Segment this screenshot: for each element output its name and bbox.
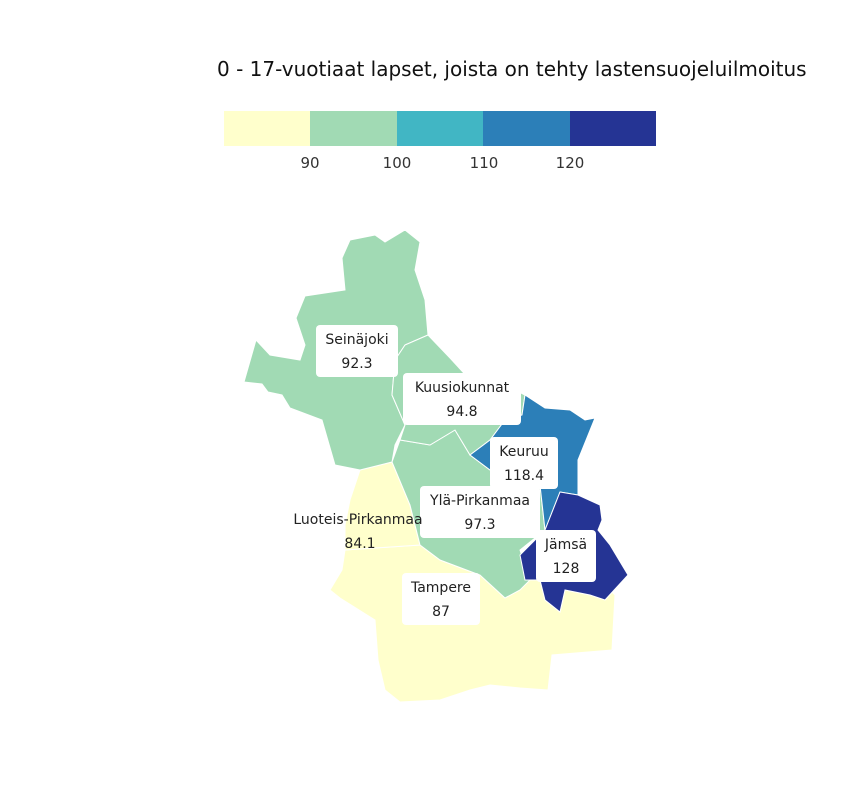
region-value: 84.1 [344, 536, 375, 552]
region-name: Luoteis-Pirkanmaa [293, 512, 422, 528]
legend-tick: 110 [469, 154, 499, 172]
region-name: Tampere [410, 580, 471, 596]
label-seinajoki: Seinäjoki 92.3 [316, 325, 398, 377]
legend-bin-4 [483, 111, 570, 146]
region-name: Seinäjoki [325, 332, 388, 348]
region-value: 118.4 [504, 468, 544, 484]
region-value: 92.3 [341, 356, 372, 372]
label-yla-pirkanmaa: Ylä-Pirkanmaa 97.3 [420, 486, 540, 538]
legend-tick: 100 [382, 154, 412, 172]
legend-bin-1 [224, 111, 311, 146]
region-name: Jämsä [544, 537, 587, 553]
label-keuruu: Keuruu 118.4 [490, 437, 558, 489]
label-jamsa: Jämsä 128 [536, 530, 596, 582]
region-value: 97.3 [464, 517, 495, 533]
legend-ticks: 90 100 110 120 [0, 154, 864, 174]
label-luoteis-pirkanmaa: Luoteis-Pirkanmaa 84.1 [293, 512, 422, 552]
color-legend [224, 111, 657, 146]
legend-tick: 90 [300, 154, 320, 172]
region-name: Ylä-Pirkanmaa [429, 493, 530, 509]
label-tampere: Tampere 87 [402, 573, 480, 625]
label-kuusiokunnat: Kuusiokunnat 94.8 [403, 373, 521, 425]
legend-bin-3 [396, 111, 484, 146]
legend-bin-2 [310, 111, 397, 146]
region-name: Keuruu [499, 444, 548, 460]
region-name: Kuusiokunnat [415, 380, 510, 396]
legend-bin-5 [569, 111, 657, 146]
region-value: 128 [553, 561, 580, 577]
legend-tick: 120 [555, 154, 585, 172]
region-value: 87 [432, 604, 450, 620]
chart-title: 0 - 17-vuotiaat lapset, joista on tehty … [217, 57, 807, 81]
region-value: 94.8 [446, 404, 477, 420]
